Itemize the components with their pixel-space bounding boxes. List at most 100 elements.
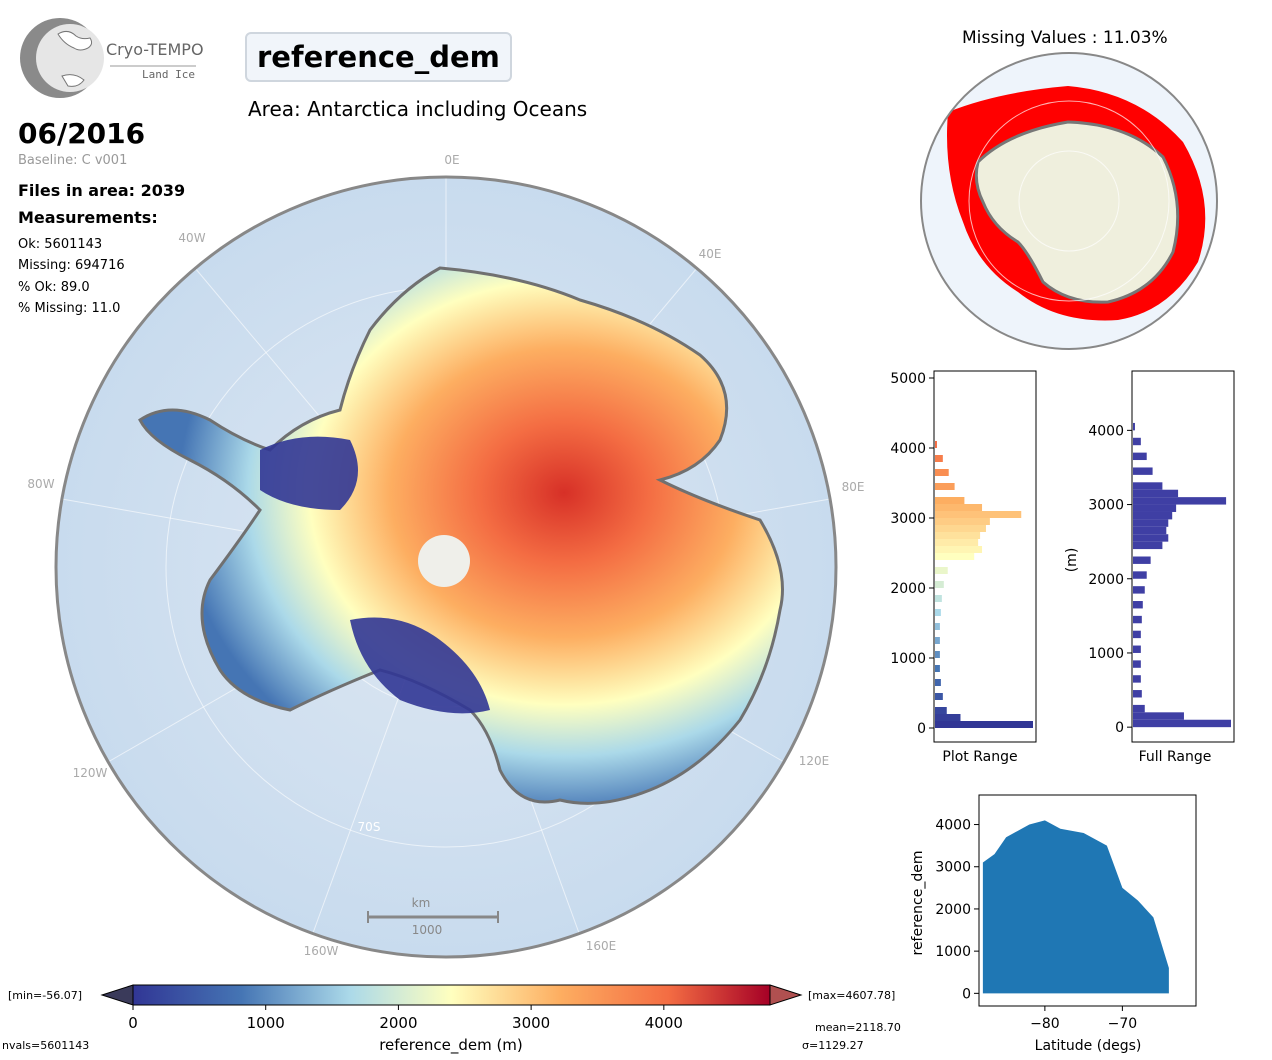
histogram-bar: [935, 511, 1022, 518]
histogram-bar: [935, 595, 942, 602]
histogram-bar: [1133, 719, 1231, 728]
y-tick-label: 4000: [935, 818, 971, 834]
histogram-bar: [1133, 519, 1169, 527]
histogram-bar: [935, 679, 941, 686]
histogram-bar: [935, 693, 943, 700]
colorbar-sigma-text: σ=1129.27: [802, 1039, 864, 1052]
measurements-missing: Missing: 694716: [18, 258, 125, 273]
measurements-heading: Measurements:: [18, 208, 158, 227]
colorbar-min-extend: [100, 984, 134, 1006]
scale-unit: km: [412, 896, 431, 910]
histogram-bar: [1133, 504, 1177, 512]
colorbar-min-text: [min=-56.07]: [8, 989, 82, 1002]
latitude-scatter: 0 1000 2000 3000 4000 −80 −70 reference_dem La…: [910, 794, 1197, 1054]
histogram-bar: [935, 539, 979, 546]
histogram-bar: [935, 567, 948, 574]
y-tick-label: 0: [962, 986, 971, 1002]
histogram-bar: [1133, 511, 1173, 520]
baseline-label: Baseline: C v001: [18, 153, 128, 168]
histogram-bar: [935, 553, 975, 560]
plot-range-frame: [933, 370, 1037, 743]
histogram-bar: [1133, 571, 1147, 579]
histogram-bar: [935, 497, 965, 504]
x-tick-label: −70: [1108, 1016, 1138, 1032]
histogram-bar: [1133, 586, 1145, 594]
colorbar-gradient: [132, 984, 771, 1006]
y-tick-label: 2000: [1088, 572, 1124, 588]
histogram-bar: [1133, 541, 1163, 550]
histogram-bar: [1133, 601, 1143, 609]
histogram-bar: [1133, 482, 1163, 490]
colorbar-tick-label: 3000: [512, 1014, 550, 1032]
scatter-ylabel: reference_dem: [910, 851, 926, 956]
y-tick-label: 2000: [890, 581, 926, 597]
colorbar-tick-label: 1000: [247, 1014, 285, 1032]
lon-label-160e: 160E: [586, 939, 617, 953]
histogram-bar: [1133, 489, 1179, 498]
date-label: 06/2016: [18, 117, 146, 150]
measurements-ok: Ok: 5601143: [18, 237, 103, 252]
histogram-bar: [935, 707, 947, 714]
colorbar-nvals-text: nvals=5601143: [2, 1039, 89, 1052]
colorbar-mean-text: mean=2118.70: [815, 1021, 901, 1034]
ross-ice-shelf: [350, 617, 490, 714]
colorbar-tick-label: 2000: [379, 1014, 417, 1032]
y-tick-label: 0: [1115, 720, 1124, 736]
plot-range-label: Plot Range: [942, 749, 1017, 765]
histogram-bar: [935, 609, 941, 616]
files-in-area: Files in area: 2039: [18, 181, 186, 200]
x-tick-label: −80: [1030, 1016, 1060, 1032]
full-range-histogram: 0 1000 2000 3000 4000 (m) Full Range: [1064, 370, 1235, 765]
logo-title: Cryo-TEMPO: [106, 40, 204, 59]
y-tick-label: 3000: [935, 860, 971, 876]
histogram-bar: [935, 637, 940, 644]
y-tick-label: 0: [917, 721, 926, 737]
plot-range-histogram: 0 1000 2000 3000 4000 5000 Plot Range: [890, 370, 1037, 765]
colorbar-tick-label: 0: [128, 1014, 138, 1032]
histogram-bar: [1133, 534, 1169, 542]
histogram-bar: [935, 665, 940, 672]
full-range-ylabel: (m): [1064, 548, 1080, 573]
lon-label-160w: 160W: [304, 944, 339, 958]
lon-label-40w: 40W: [178, 231, 205, 245]
missing-values-title: Missing Values : 11.03%: [962, 28, 1168, 48]
parameter-title: reference_dem: [245, 32, 512, 82]
missing-map-land: [974, 120, 1180, 304]
colorbar-max-text: [max=4607.78]: [808, 989, 895, 1002]
histogram-bar: [935, 504, 983, 511]
scale-value: 1000: [412, 923, 443, 937]
lon-label-0e: 0E: [444, 153, 459, 167]
histogram-bar: [1133, 660, 1141, 668]
missing-values-map: [920, 52, 1218, 350]
histogram-bar: [935, 714, 961, 721]
scatter-xlabel: Latitude (degs): [1035, 1038, 1142, 1054]
y-tick-label: 1000: [1088, 646, 1124, 662]
colorbar-tick-label: 4000: [645, 1014, 683, 1032]
histogram-bar: [935, 455, 943, 462]
histogram-bar: [935, 469, 949, 476]
lon-label-80e: 80E: [842, 480, 865, 494]
lon-label-120e: 120E: [799, 754, 830, 768]
full-range-label: Full Range: [1139, 749, 1212, 765]
histogram-bar: [1133, 422, 1135, 431]
cryo-tempo-logo: [20, 18, 196, 98]
missing-map-border: [920, 52, 1218, 350]
measurements-pct-missing: % Missing: 11.0: [18, 301, 121, 316]
lat-label-70s: 70S: [358, 820, 381, 834]
map-border: [54, 175, 838, 959]
histogram-bar: [1133, 526, 1167, 535]
colorbar-max-extend: [769, 984, 803, 1006]
y-tick-label: 4000: [1088, 423, 1124, 439]
y-tick-label: 5000: [890, 371, 926, 387]
main-map: 0E 40E 80E 120E 160E 160W 120W 80W 40W 7…: [27, 153, 865, 959]
histogram-bar: [1133, 704, 1145, 713]
y-tick-label: 1000: [890, 651, 926, 667]
histogram-bar: [935, 581, 944, 588]
histogram-bar: [935, 623, 940, 630]
histogram-bar: [1133, 497, 1227, 505]
histogram-bar: [935, 721, 1033, 728]
histogram-bar: [935, 525, 986, 532]
histogram-bar: [935, 441, 937, 448]
y-tick-label: 1000: [935, 944, 971, 960]
logo-subtitle: Land Ice: [142, 68, 195, 81]
